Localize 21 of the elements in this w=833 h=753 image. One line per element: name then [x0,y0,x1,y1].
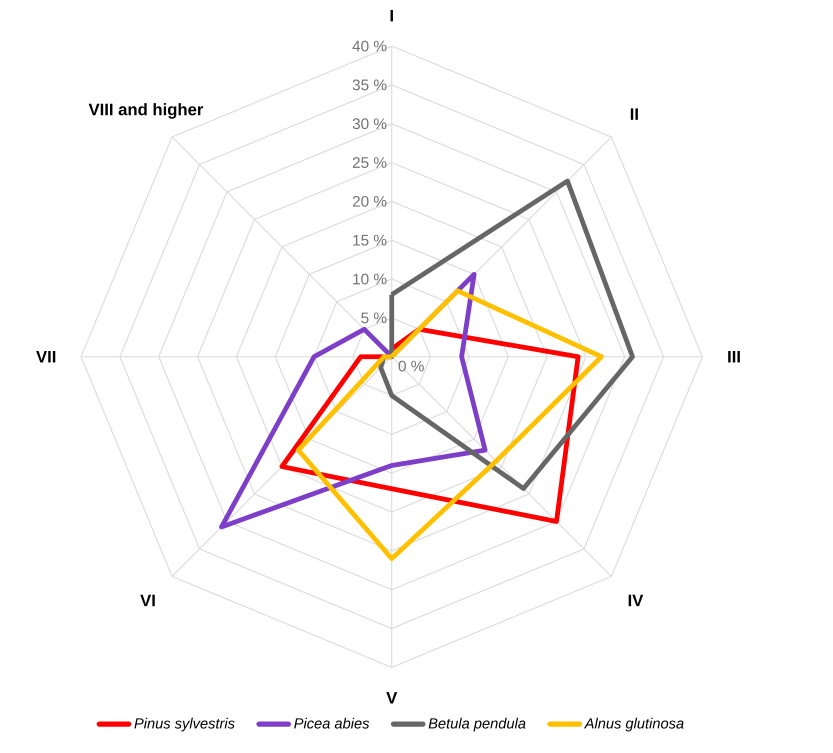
y-tick-label: 15 % [353,234,386,246]
spoke-label: VII [36,350,56,362]
spoke-label: VIII and higher [88,103,204,119]
spoke-label: IV [628,594,644,606]
y-tick-label: 10 % [353,274,386,284]
y-tick-label: 0 % [398,360,424,372]
legend-label: Alnus glutinosa [584,718,684,732]
spoke-label: VI [140,594,155,606]
legend-label: Pinus sylvestris [134,718,235,732]
y-tick-label: 35 % [352,79,386,90]
y-tick-label: 5 % [361,312,386,324]
legend-label: Picea abies [294,718,370,729]
spoke-label: II [630,108,638,120]
y-tick-label: 25 % [352,157,386,168]
y-tick-label: 20 % [352,196,386,207]
legend-label: Betula pendula [428,718,526,732]
spoke-label: III [728,350,740,362]
spoke-label: I [390,10,393,22]
y-tick-label: 30 % [352,118,386,130]
spoke-label: V [386,692,398,704]
y-tick-label: 40 % [352,40,386,52]
